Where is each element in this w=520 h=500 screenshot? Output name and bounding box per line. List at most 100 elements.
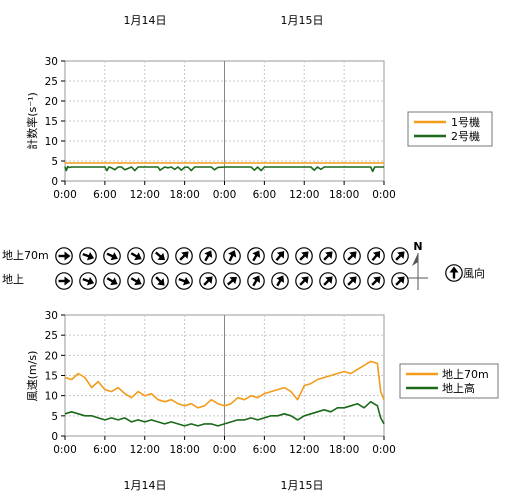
- x-tick-label: 0:00: [213, 189, 237, 201]
- wind-arrow-icon: [391, 272, 409, 290]
- wind-arrow-icon: [127, 247, 145, 265]
- wind-arrow-icon: [271, 247, 289, 265]
- y-tick-label: 25: [45, 76, 58, 88]
- wind-arrow-icon: [55, 272, 73, 290]
- day-label-top-1: 1月14日: [124, 14, 167, 27]
- wind-arrow-icon: [223, 272, 241, 290]
- wind-arrow-icon: [247, 272, 265, 290]
- wind-arrow-icon: [127, 272, 145, 290]
- x-tick-label: 18:00: [169, 444, 199, 456]
- legend-label-70m: 地上70m: [442, 368, 489, 381]
- y-tick-label: 20: [45, 350, 58, 362]
- wind-direction-legend-icon: [445, 264, 463, 282]
- series-line-1: [64, 360, 385, 409]
- x-tick-label: 18:00: [169, 189, 199, 201]
- wind-arrow-icon: [223, 247, 241, 265]
- wind-speed-grid: [65, 315, 384, 436]
- x-tick-label: 12:00: [130, 189, 160, 201]
- wind-arrow-icon: [79, 272, 97, 290]
- y-tick-label: 5: [51, 156, 58, 168]
- compass-north-letter: N: [413, 240, 422, 253]
- x-tick-label: 0:00: [372, 444, 396, 456]
- wind-arrow-icon: [247, 247, 265, 265]
- wind-arrow-icon: [445, 264, 463, 282]
- x-tick-label: 0:00: [213, 444, 237, 456]
- y-tick-label: 25: [45, 330, 58, 342]
- x-tick-label: 0:00: [53, 444, 77, 456]
- x-tick-label: 6:00: [93, 189, 117, 201]
- day-label-bottom-2: 1月15日: [281, 479, 324, 492]
- wind-speed-legend-box: [399, 363, 499, 399]
- legend-label-1gouki: 1号機: [451, 115, 480, 129]
- count-rate-legend-box: [407, 111, 493, 147]
- wind-arrow-icon: [367, 247, 385, 265]
- count-rate-y-ticks: 0 5 10 15 20 25 30: [45, 56, 65, 188]
- x-tick-label: 0:00: [53, 189, 77, 201]
- wind-speed-legend: 地上70m 地上高: [399, 363, 499, 399]
- count-rate-chart: 0 5 10 15 20 25 30 0:00 6:00 12:00 18:00 0:00 6:00 1…: [25, 56, 396, 201]
- count-rate-grid: [65, 61, 384, 181]
- wind-arrow-icon: [79, 247, 97, 265]
- wind-arrow-icon: [343, 272, 361, 290]
- wind-arrow-icon: [151, 247, 169, 265]
- wind-arrow-icon: [343, 247, 361, 265]
- wind-arrow-icon: [103, 272, 121, 290]
- wind-arrow-icon: [295, 272, 313, 290]
- y-tick-label: 20: [45, 96, 58, 108]
- count-rate-lines: [64, 162, 384, 173]
- wind-arrow-icon: [391, 247, 409, 265]
- x-tick-label: 6:00: [253, 189, 277, 201]
- x-tick-label: 6:00: [93, 444, 117, 456]
- legend-label-2gouki: 2号機: [451, 129, 480, 143]
- wind-row-label-70m: 地上70m: [2, 249, 49, 262]
- x-tick-label: 12:00: [289, 444, 319, 456]
- y-tick-label: 5: [51, 411, 58, 423]
- x-tick-label: 12:00: [289, 189, 319, 201]
- day-label-top-2: 1月15日: [281, 14, 324, 27]
- wind-arrow-icon: [271, 272, 289, 290]
- compass-needle-icon: [412, 253, 418, 266]
- wind-arrow-icon: [175, 272, 193, 290]
- north-compass: N: [408, 240, 428, 290]
- y-tick-label: 0: [51, 431, 58, 443]
- series-line-2: [64, 165, 384, 173]
- wind-speed-chart: 0 5 10 15 20 25 30 0:00 6:00 12:00 18:00 0:00 6:00 1…: [26, 310, 396, 456]
- wind-arrow-icon: [295, 247, 313, 265]
- y-tick-label: 10: [45, 391, 58, 403]
- wind-direction-row-70m: [55, 247, 409, 265]
- wind-arrow-icon: [319, 272, 337, 290]
- legend-label-ground: 地上高: [442, 381, 475, 395]
- wind-direction-legend-label: 風向: [463, 266, 485, 280]
- y-tick-label: 0: [51, 176, 58, 188]
- series-line-2: [64, 400, 385, 427]
- y-tick-label: 15: [45, 116, 58, 128]
- wind-arrow-icon: [367, 272, 385, 290]
- wind-arrow-icon: [199, 247, 217, 265]
- day-label-bottom-1: 1月14日: [124, 479, 167, 492]
- wind-speed-lines: [64, 360, 385, 427]
- wind-arrow-icon: [319, 247, 337, 265]
- wind-row-label-ground: 地上: [2, 273, 24, 286]
- wind-arrow-icon: [175, 247, 193, 265]
- x-tick-label: 6:00: [253, 444, 277, 456]
- count-rate-y-axis-label: 計数率(s⁻¹): [25, 92, 39, 150]
- wind-direction-row-ground: [55, 272, 409, 290]
- x-tick-label: 18:00: [329, 189, 359, 201]
- wind-speed-x-ticks: 0:00 6:00 12:00 18:00 0:00 6:00 12:00 18:00 0:00: [53, 436, 396, 456]
- y-tick-label: 15: [45, 371, 58, 383]
- x-tick-label: 18:00: [329, 444, 359, 456]
- wind-arrow-icon: [103, 247, 121, 265]
- y-tick-label: 30: [45, 310, 58, 322]
- wind-arrow-icon: [151, 272, 169, 290]
- wind-speed-y-ticks: 0 5 10 15 20 25 30: [45, 310, 65, 443]
- count-rate-x-ticks: 0:00 6:00 12:00 18:00 0:00 6:00 12:00 18:00 0:00: [53, 181, 396, 201]
- x-tick-label: 0:00: [372, 189, 396, 201]
- wind-speed-y-axis-label: 風速(m/s): [26, 351, 39, 402]
- count-rate-legend: 1号機 2号機: [407, 111, 493, 147]
- x-tick-label: 12:00: [130, 444, 160, 456]
- wind-arrow-icon: [199, 272, 217, 290]
- y-tick-label: 30: [45, 56, 58, 68]
- wind-arrow-icon: [55, 247, 73, 265]
- y-tick-label: 10: [45, 136, 58, 148]
